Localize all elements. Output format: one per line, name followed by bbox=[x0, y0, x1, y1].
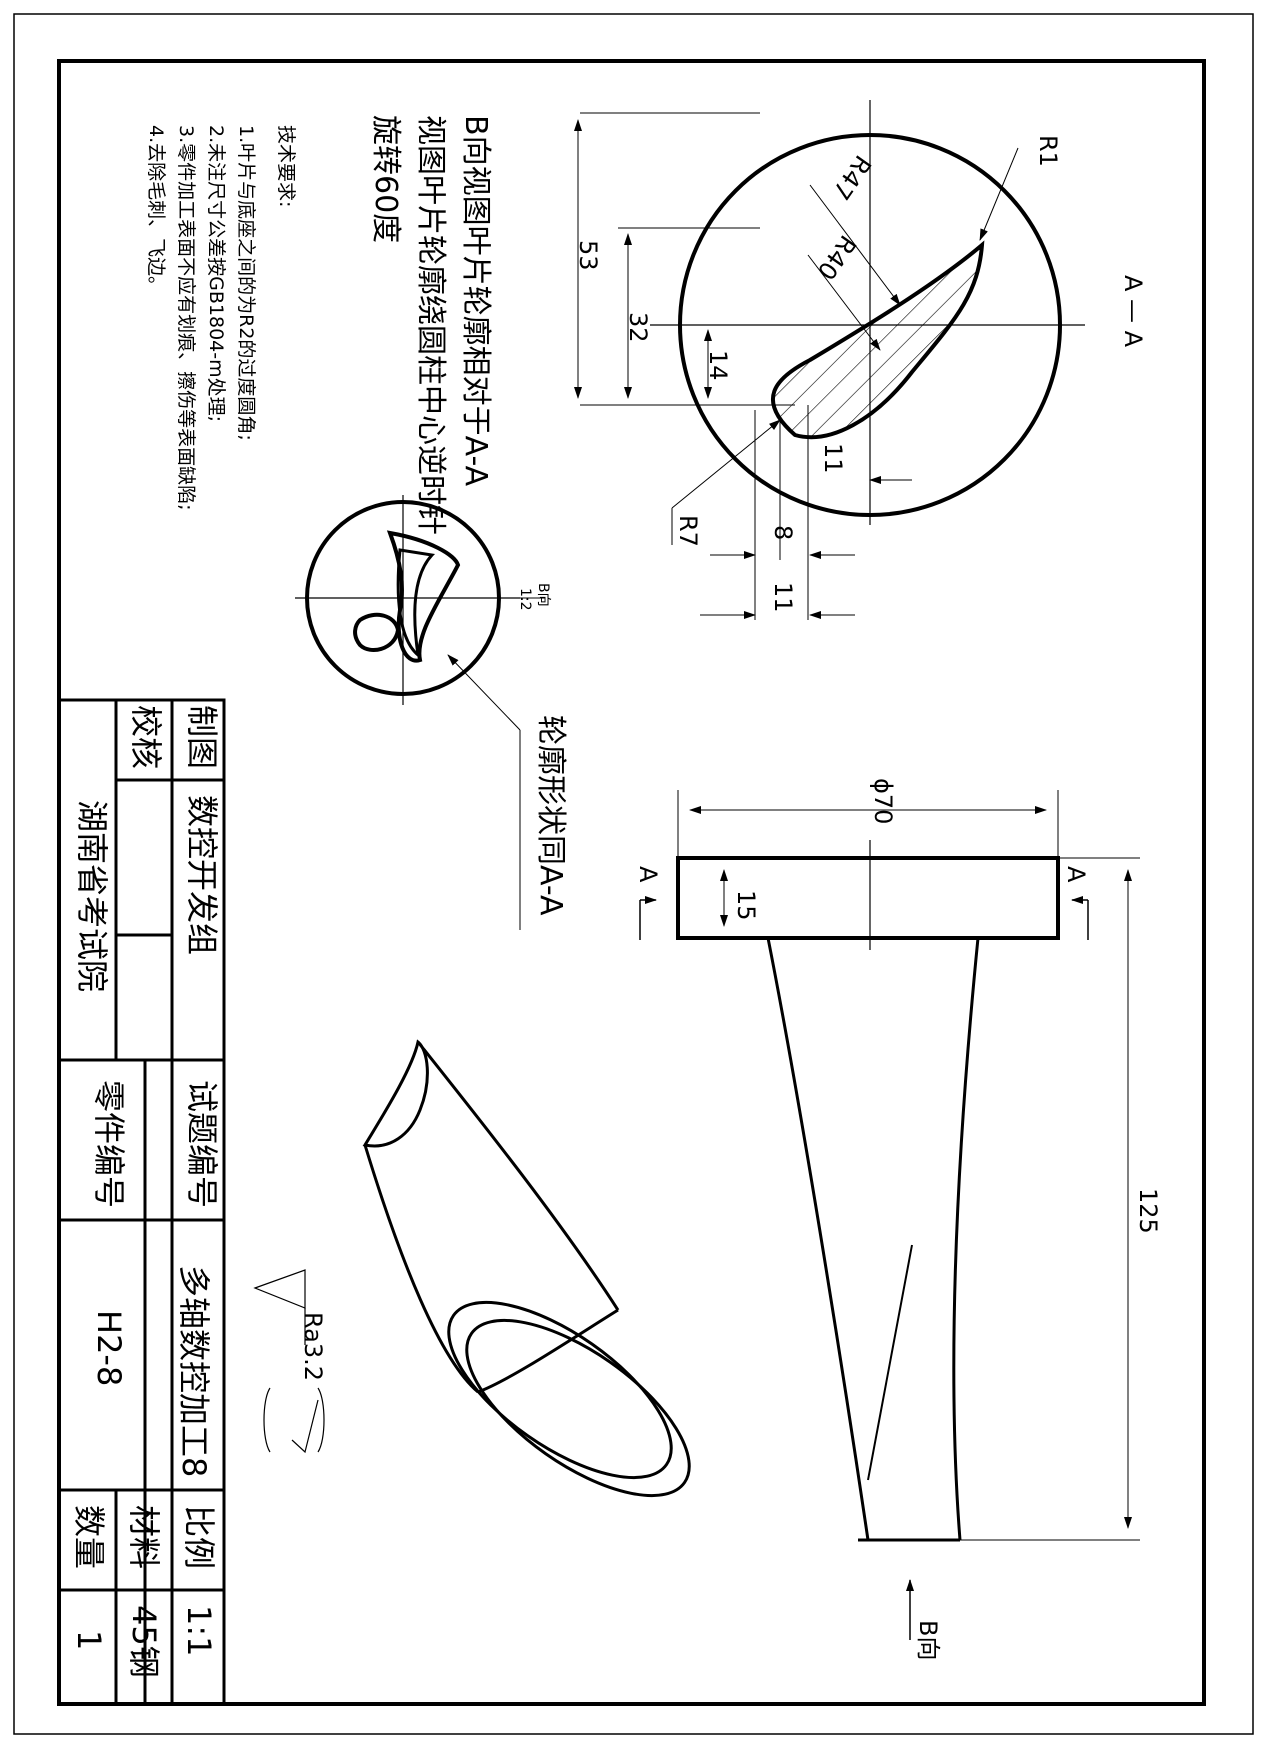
tb-material: 45钢 bbox=[125, 1605, 163, 1678]
section-view-aa bbox=[574, 100, 1085, 620]
b-direction-view bbox=[295, 495, 545, 930]
b-direction-label: B向 bbox=[914, 1620, 942, 1661]
dim-11-bottom: 11 bbox=[769, 582, 797, 613]
notes-heading-1: B向视图叶片轮廓相对于A-A bbox=[458, 115, 493, 487]
section-label: A — A bbox=[1119, 275, 1147, 348]
dim-r1: R1 bbox=[1034, 135, 1062, 167]
tb-part-no-label: 零件编号 bbox=[90, 1080, 128, 1209]
dim-r7: R7 bbox=[674, 515, 702, 547]
tech-item-4: 4.去除毛刺、飞边。 bbox=[145, 125, 167, 296]
b-view-label-top: B向 bbox=[535, 583, 551, 607]
dim-8: 8 bbox=[769, 525, 797, 541]
tb-material-label: 材料 bbox=[125, 1505, 163, 1570]
dim-11-top: 11 bbox=[819, 443, 847, 474]
tech-item-2: 2.未注尺寸公差按GB1804-m处理; bbox=[205, 125, 227, 423]
tb-scale: 1:1 bbox=[180, 1605, 218, 1657]
blade-profile bbox=[770, 240, 985, 440]
front-view bbox=[639, 790, 1140, 1640]
tb-qty-label: 数量 bbox=[70, 1505, 108, 1570]
dim-32: 32 bbox=[624, 312, 652, 343]
b-view-blade bbox=[386, 530, 461, 663]
tech-item-1: 1.叶片与底座之间的为R2的过度圆角; bbox=[235, 125, 257, 441]
dim-53: 53 bbox=[574, 240, 602, 271]
isometric-view bbox=[362, 1039, 691, 1498]
notes-heading-2: 视图叶片轮廓绕圆柱中心逆时针 bbox=[413, 115, 448, 535]
tb-check-label: 校核 bbox=[127, 705, 165, 770]
tb-part-name: 多轴数控加工8 bbox=[175, 1265, 213, 1478]
tech-title: 技术要求: bbox=[275, 125, 297, 208]
tb-drawn-label: 制图 bbox=[183, 705, 221, 770]
dim-height-125: 125 bbox=[1134, 1188, 1162, 1234]
notes-heading-3: 旋转60度 bbox=[368, 115, 403, 244]
outer-border bbox=[13, 13, 1254, 1735]
tb-part-no: H2-8 bbox=[90, 1310, 128, 1387]
roughness-symbol bbox=[253, 1269, 325, 1454]
b-view-callout: 轮廓形状同A-A bbox=[533, 715, 568, 916]
tb-scale-label: 比例 bbox=[180, 1505, 218, 1570]
title-block bbox=[57, 698, 226, 1706]
roughness-value: Ra3.2 bbox=[299, 1312, 327, 1382]
tb-institute: 湖南省考试院 bbox=[73, 800, 111, 993]
dim-dia70: ϕ70 bbox=[869, 778, 897, 825]
tb-group: 数控开发组 bbox=[183, 795, 221, 956]
section-mark-right: A bbox=[1062, 866, 1090, 883]
tech-item-3: 3.零件加工表面不应有划痕、擦伤等表面缺陷; bbox=[175, 125, 197, 511]
section-mark-left: A bbox=[634, 866, 662, 883]
inner-frame bbox=[57, 59, 1206, 1706]
dim-14: 14 bbox=[704, 350, 732, 381]
b-view-label-bottom: 1:2 bbox=[517, 588, 533, 611]
tb-exam-no-label: 试题编号 bbox=[183, 1080, 221, 1209]
tb-qty: 1 bbox=[70, 1630, 108, 1651]
dim-thickness-15: 15 bbox=[732, 890, 760, 921]
base-flange bbox=[676, 856, 1060, 940]
